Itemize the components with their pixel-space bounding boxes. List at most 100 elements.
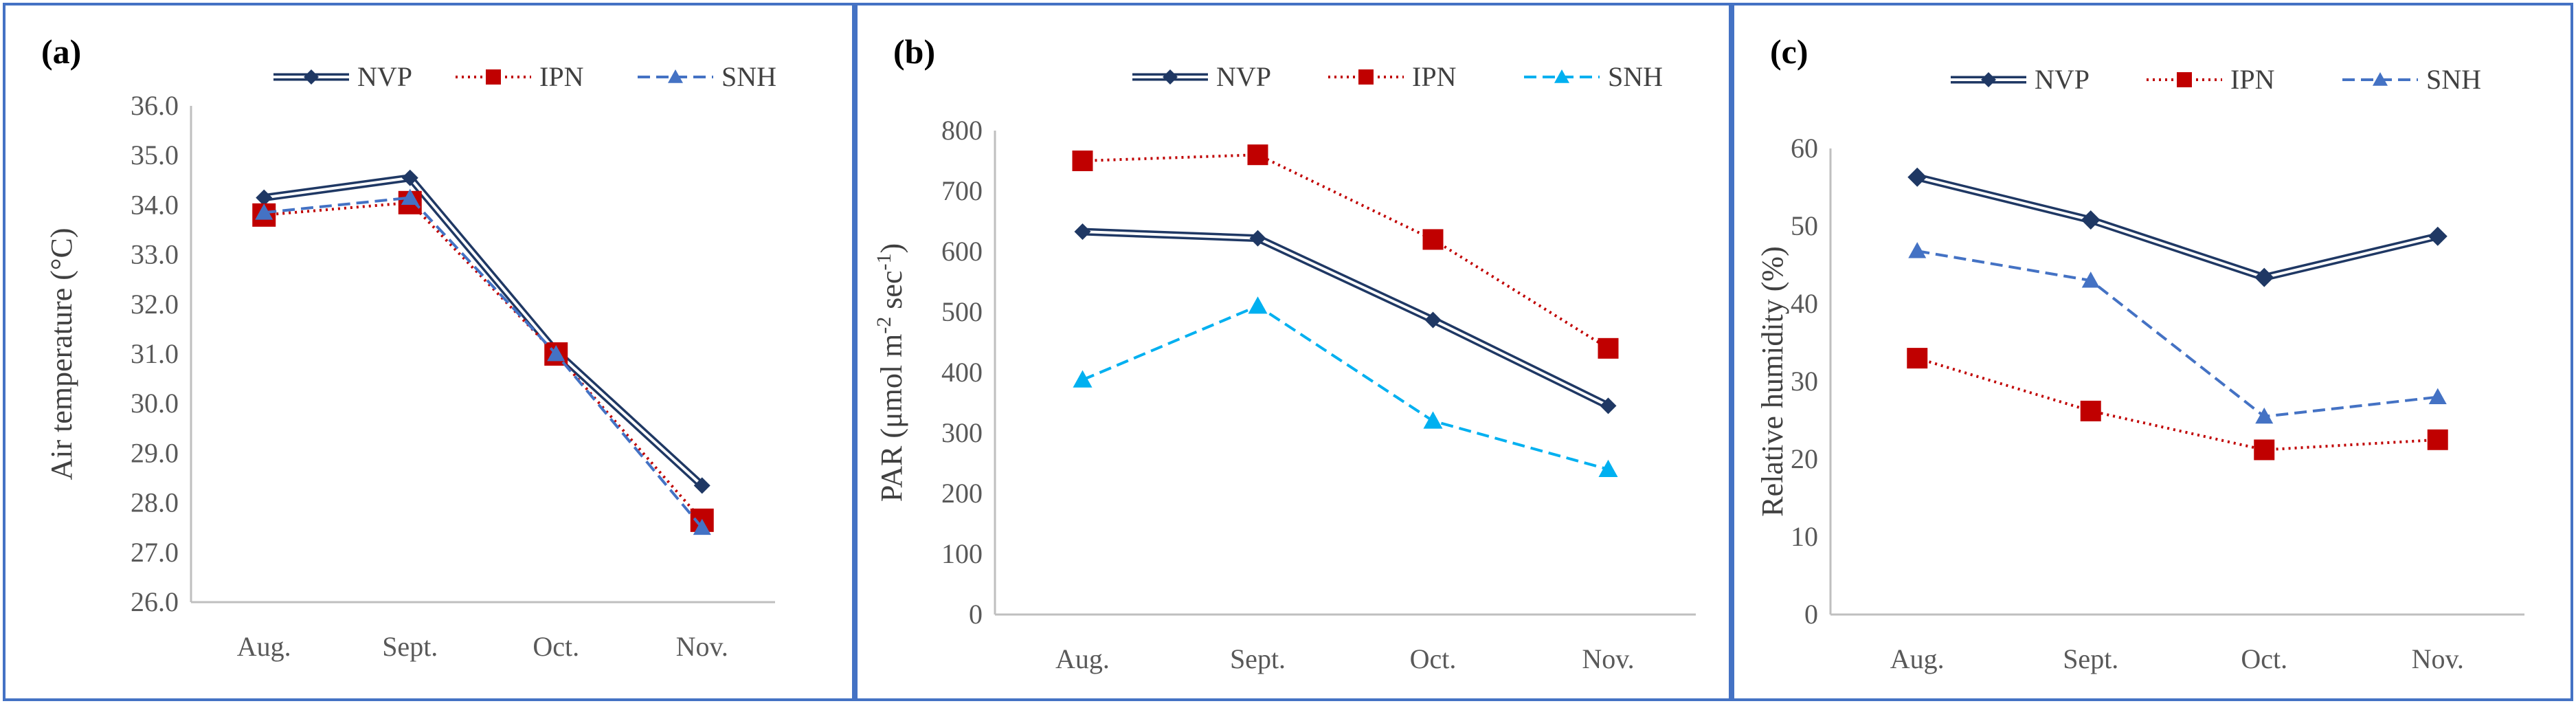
data-point-nvp	[1074, 223, 1091, 240]
data-point-nvp	[1600, 397, 1617, 414]
legend-marker-snh	[2373, 72, 2388, 86]
y-tick-label: 200	[941, 478, 983, 509]
data-point-snh	[693, 518, 711, 535]
data-point-nvp	[1424, 311, 1442, 329]
data-point-ipn	[1247, 144, 1268, 166]
x-tick-label: Nov.	[1582, 643, 1634, 674]
series-line-ipn	[1082, 153, 1609, 350]
data-point-snh	[1248, 296, 1268, 314]
data-point-nvp	[693, 477, 710, 494]
series-line-ipn	[264, 201, 704, 522]
y-tick-label: 800	[941, 115, 983, 146]
series-ipn	[252, 190, 714, 532]
chart-panel-b: (b) 0 100 200 300 400 500 600 700 800 Aug. Sept. Oc…	[855, 3, 1732, 701]
legend-label: SNH	[2426, 64, 2481, 95]
chart-b: 0 100 200 300 400 500 600 700 800 Aug. Sept. Oct. No…	[873, 61, 1696, 674]
data-point-ipn	[1072, 151, 1093, 171]
y-tick-label: 0	[969, 599, 983, 630]
data-point-ipn	[1598, 338, 1619, 359]
legend-item-nvp: NVP	[273, 61, 412, 92]
y-tick-label: 32.0	[131, 289, 179, 320]
legend-label: SNH	[1608, 61, 1663, 92]
y-tick-label: 30	[1791, 366, 1818, 397]
x-tick-label: Aug.	[1890, 643, 1945, 674]
legend-item-ipn: IPN	[1328, 61, 1456, 92]
legend-marker-ipn	[486, 69, 501, 85]
legend-label: IPN	[539, 61, 583, 92]
data-point-snh	[1908, 242, 1927, 258]
data-point-nvp	[2254, 267, 2274, 287]
legend-label: NVP	[357, 61, 412, 92]
series-snh	[255, 188, 711, 535]
y-tick-label: 28.0	[131, 487, 179, 518]
series-line-nvp-inner	[1916, 175, 2439, 279]
x-tick-label: Oct.	[533, 631, 579, 662]
y-axis-title: PAR (μmol m-2 sec-1)	[873, 243, 909, 502]
legend-label: NVP	[1216, 61, 1271, 92]
data-point-snh	[1598, 459, 1618, 477]
y-axis-title: Relative humidity (%)	[1756, 246, 1789, 516]
y-tick-label: 100	[941, 538, 983, 569]
legend-marker-nvp	[1981, 72, 1996, 87]
x-tick-label: Oct.	[2241, 643, 2287, 674]
legend-item-snh: SNH	[1524, 61, 1663, 92]
y-tick-label: 50	[1791, 210, 1818, 241]
y-tick-label: 30.0	[131, 388, 179, 419]
y-axis-title-part: )	[875, 243, 908, 254]
data-point-snh	[1423, 411, 1443, 429]
panel-label: (b)	[893, 32, 936, 71]
y-axis-title-part: sec	[875, 270, 908, 316]
data-point-snh	[2081, 272, 2100, 288]
legend-label: SNH	[721, 61, 776, 92]
series-snh	[1908, 242, 2447, 424]
series-line-snh	[1082, 304, 1609, 471]
data-point-snh	[1073, 370, 1093, 388]
legend-marker-ipn	[1358, 69, 1374, 85]
data-point-ipn	[2427, 429, 2448, 450]
series-line-nvp	[1082, 228, 1610, 410]
data-point-nvp	[256, 189, 273, 206]
legend-marker-nvp	[304, 69, 319, 85]
y-tick-label: 20	[1791, 443, 1818, 474]
y-tick-label: 0	[1804, 599, 1818, 630]
y-axis-title-part: -2	[873, 317, 895, 334]
legend-item-ipn: IPN	[2147, 64, 2274, 95]
data-point-ipn	[1422, 229, 1444, 250]
y-tick-label: 27.0	[131, 537, 179, 568]
y-tick-label: 29.0	[131, 437, 179, 468]
chart-panel-a: (a) 26.0 27.0 28.0 29.0 30.0 31.0 32.0 33.0 34.0…	[3, 3, 855, 701]
y-tick-label: 40	[1791, 288, 1818, 319]
legend-label: NVP	[2035, 64, 2090, 95]
y-tick-label: 400	[941, 357, 983, 388]
y-tick-label: 300	[941, 417, 983, 448]
data-point-nvp	[2081, 210, 2101, 230]
legend-marker-nvp	[1163, 69, 1178, 85]
x-tick-label: Sept.	[382, 631, 438, 662]
chart-c: 0 10 20 30 40 50 60 Aug. Sept. Oct. Nov. Relative h…	[1756, 64, 2524, 674]
series-ipn	[1907, 348, 2448, 461]
y-tick-label: 36.0	[131, 90, 179, 121]
y-tick-label: 600	[941, 236, 983, 267]
data-point-nvp	[401, 169, 418, 186]
legend-marker-snh	[1554, 69, 1569, 83]
y-tick-label: 500	[941, 296, 983, 327]
legend-item-ipn: IPN	[456, 61, 583, 92]
y-tick-label: 35.0	[131, 140, 179, 170]
data-point-ipn	[2254, 439, 2275, 461]
panel-label: (a)	[41, 32, 82, 71]
series-line-snh	[264, 196, 704, 529]
series-snh	[1073, 296, 1618, 477]
data-point-snh	[255, 203, 273, 220]
x-tick-label: Nov.	[676, 631, 728, 662]
data-point-snh	[401, 188, 419, 205]
data-point-ipn	[2080, 400, 2101, 421]
data-point-snh	[547, 345, 565, 362]
y-axis-title-part: PAR (μmol m	[875, 334, 908, 502]
x-tick-label: Sept.	[1230, 643, 1286, 674]
y-tick-label: 33.0	[131, 239, 179, 270]
legend-label: IPN	[1412, 61, 1456, 92]
legend-item-snh: SNH	[638, 61, 776, 92]
x-tick-label: Oct.	[1410, 643, 1457, 674]
series-nvp	[256, 169, 710, 494]
data-point-nvp	[2428, 226, 2448, 246]
